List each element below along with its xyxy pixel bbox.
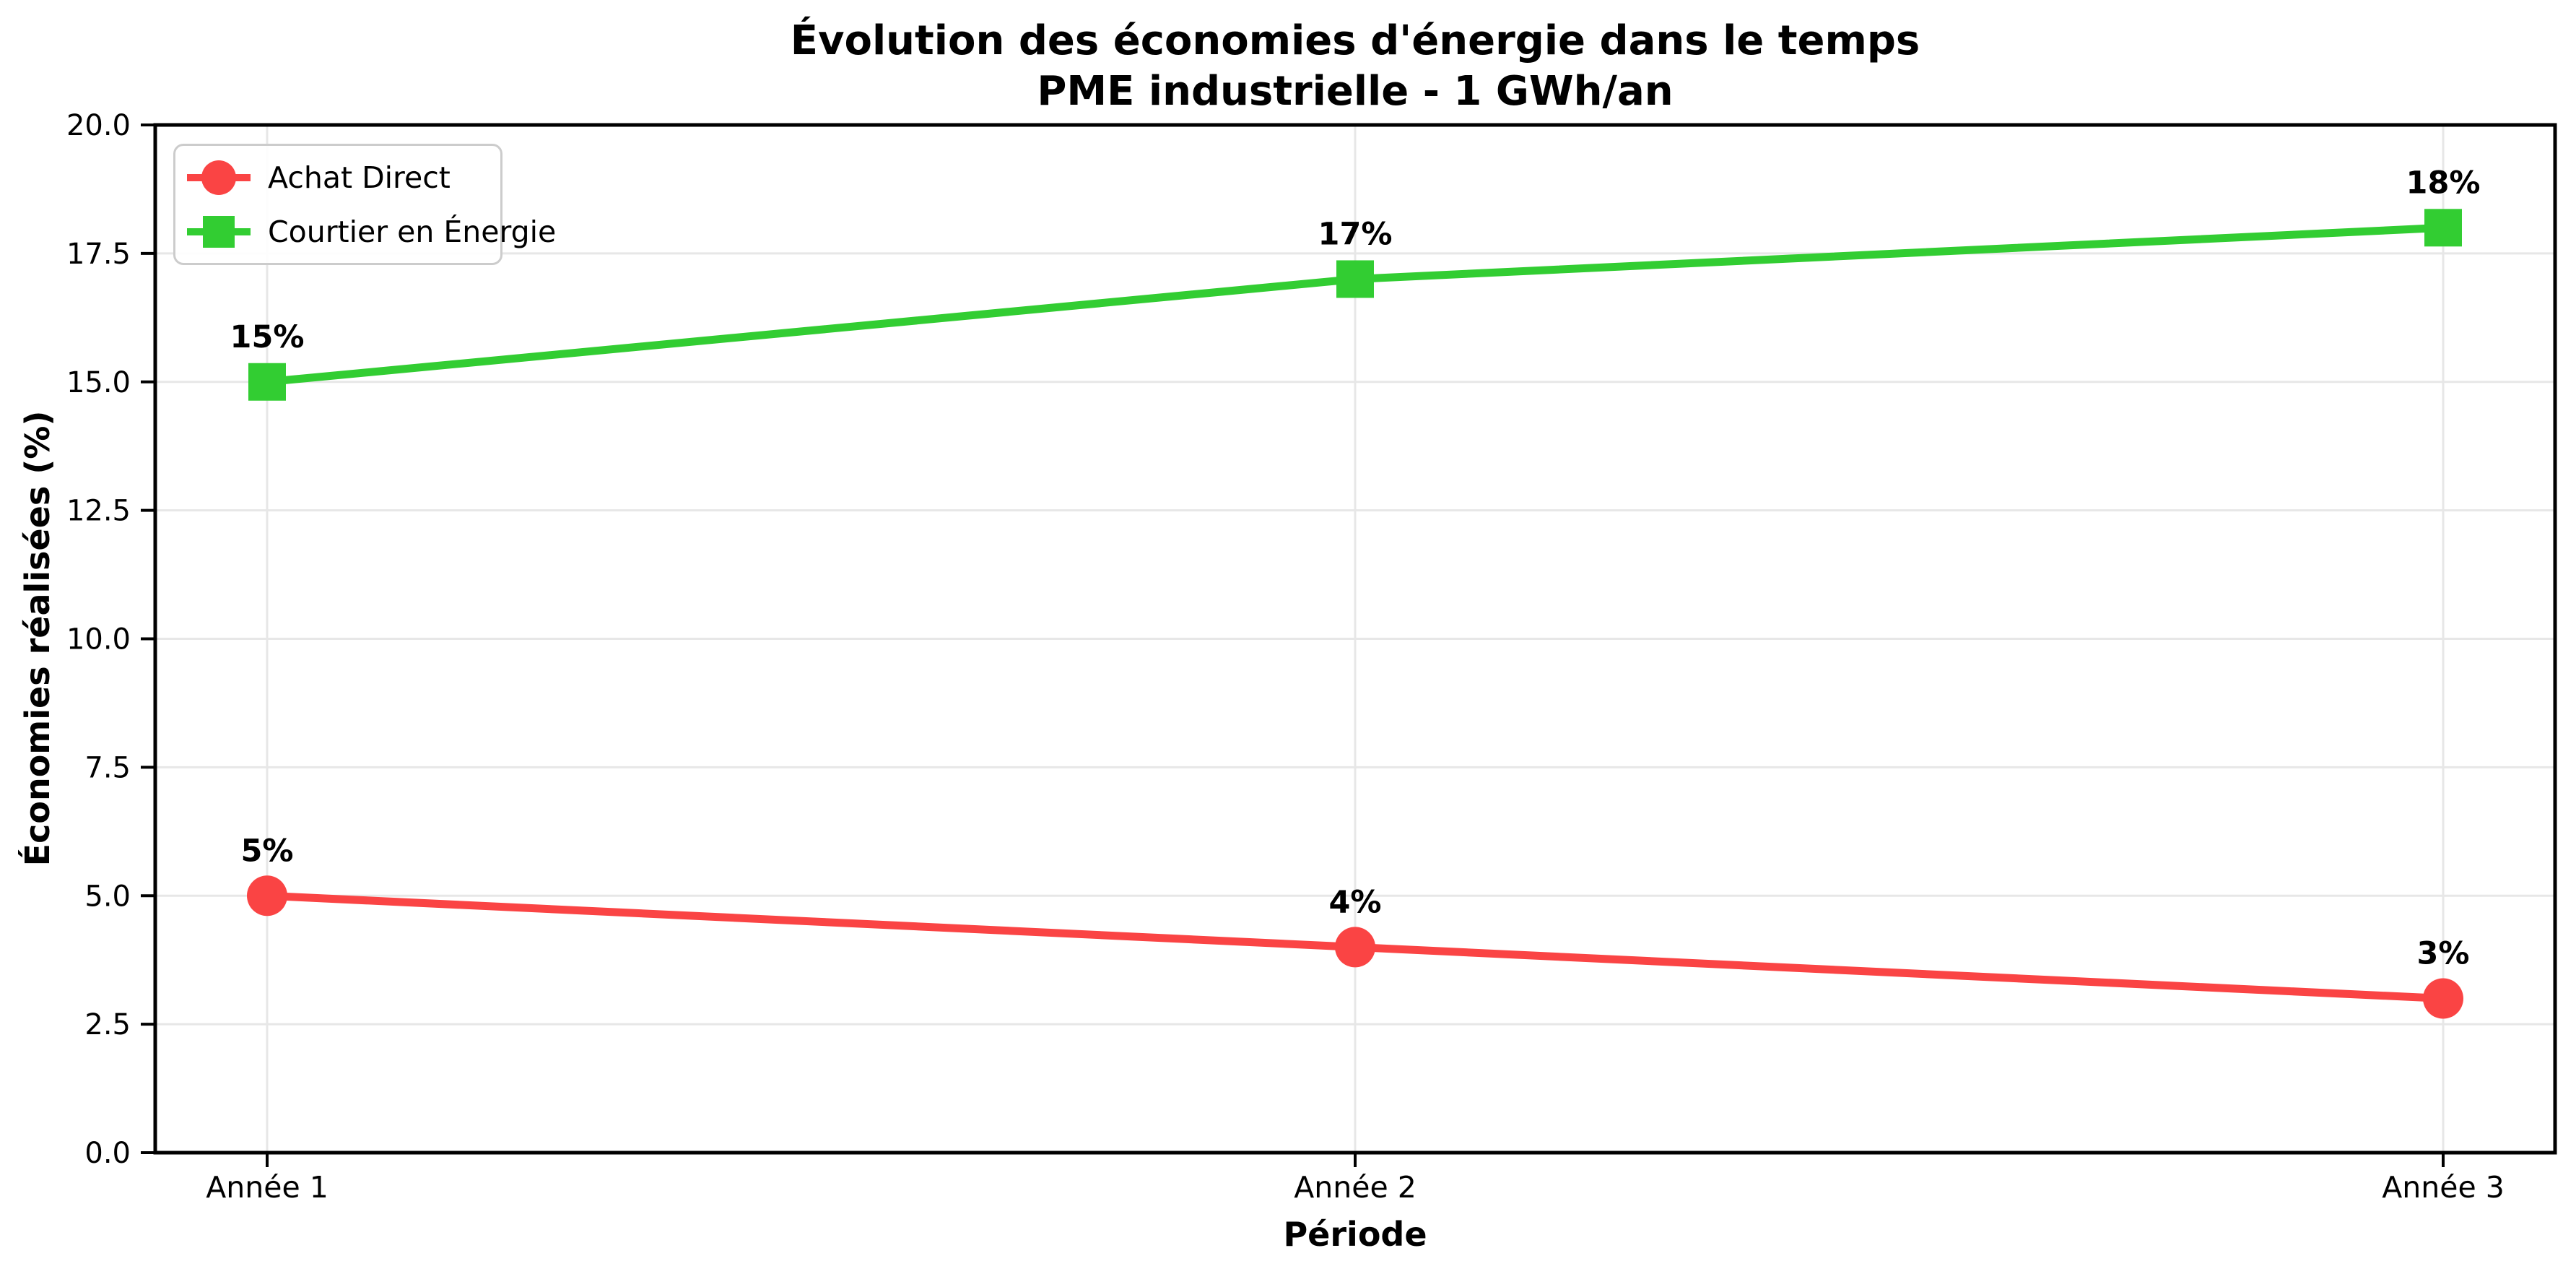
y-tick-label: 5.0 — [84, 880, 131, 913]
data-label: 17% — [1318, 216, 1393, 252]
legend-item: Courtier en Énergie — [186, 210, 556, 254]
chart-subtitle: PME industrielle - 1 GWh/an — [1037, 68, 1674, 115]
chart-title: Évolution des économies d'énergie dans l… — [790, 17, 1920, 64]
line-square-marker-icon — [187, 215, 251, 248]
data-point-square — [2424, 209, 2462, 247]
data-label: 3% — [2416, 936, 2469, 972]
legend-label: Courtier en Énergie — [268, 214, 557, 249]
data-point-square — [248, 363, 286, 401]
data-point-square — [1336, 260, 1374, 298]
data-label: 18% — [2406, 165, 2481, 201]
y-tick-label: 2.5 — [84, 1008, 131, 1041]
legend-label: Achat Direct — [268, 160, 451, 195]
chart-title-block: Évolution des économies d'énergie dans l… — [155, 16, 2555, 117]
y-tick-label: 0.0 — [84, 1137, 131, 1170]
y-tick-label: 10.0 — [66, 623, 131, 656]
legend-item: Achat Direct — [186, 156, 493, 199]
legend: Achat Direct Courtier en Énergie — [173, 144, 556, 265]
line-circle-marker-icon — [187, 160, 251, 195]
data-label: 4% — [1328, 884, 1381, 920]
x-tick-label: Année 1 — [206, 1170, 328, 1205]
data-label: 15% — [230, 319, 305, 355]
data-point-circle — [247, 875, 287, 916]
data-point-circle — [1335, 927, 1375, 968]
y-tick-label: 7.5 — [84, 751, 131, 784]
y-tick-label: 15.0 — [66, 366, 131, 399]
data-label: 5% — [240, 833, 293, 869]
x-tick-label: Année 3 — [2382, 1170, 2505, 1205]
x-axis-label: Période — [1283, 1215, 1427, 1254]
data-point-circle — [2423, 978, 2463, 1019]
y-tick-label: 20.0 — [66, 109, 131, 142]
y-tick-label: 12.5 — [66, 495, 131, 528]
y-tick-label: 17.5 — [66, 238, 131, 271]
x-tick-label: Année 2 — [1294, 1170, 1417, 1205]
